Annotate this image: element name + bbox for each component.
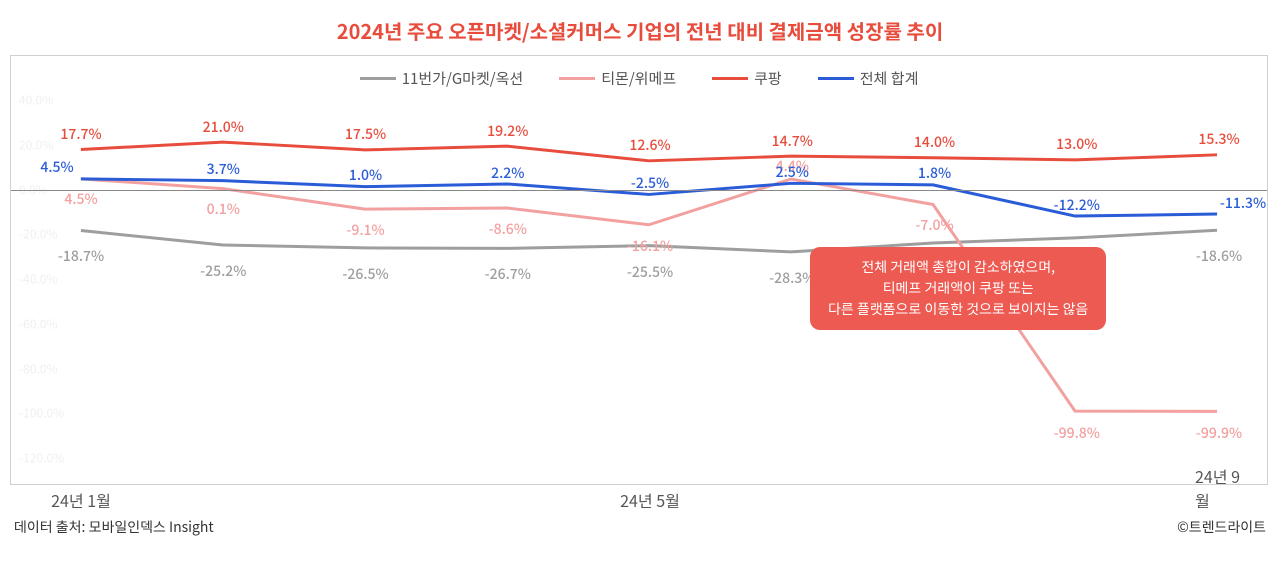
y-tick: -20.0% (19, 226, 58, 243)
chart-plot-area: 11번가/G마켓/옥션티몬/위메프쿠팡전체 합계 40.0%20.0%0.0%-… (10, 55, 1268, 485)
y-tick: -40.0% (19, 271, 58, 288)
x-tick: 24년 1월 (51, 488, 111, 512)
y-tick: 0.0% (19, 181, 47, 198)
y-tick: -80.0% (19, 360, 58, 377)
y-tick: -60.0% (19, 315, 58, 332)
chart-container: 2024년 주요 오픈마켓/소셜커머스 기업의 전년 대비 결제금액 성장률 추… (10, 10, 1270, 537)
annotation-line: 다른 플랫폼으로 이동한 것으로 보이지는 않음 (828, 299, 1088, 320)
annotation-line: 전체 거래액 총합이 감소하였으며, (828, 257, 1088, 278)
annotation-box: 전체 거래액 총합이 감소하였으며,티메프 거래액이 쿠팡 또는다른 플랫폼으로… (810, 247, 1106, 330)
y-tick: -100.0% (19, 405, 64, 422)
footer-copyright: ©트렌드라이트 (1177, 517, 1266, 537)
footer-source: 데이터 출처: 모바일인덱스 Insight (14, 517, 214, 537)
gridline-zero (11, 190, 1267, 191)
y-tick: 20.0% (19, 136, 53, 153)
x-tick: 24년 9월 (1195, 464, 1243, 512)
annotation-line: 티메프 거래액이 쿠팡 또는 (828, 278, 1088, 299)
x-tick: 24년 5월 (620, 488, 680, 512)
chart-title: 2024년 주요 오픈마켓/소셜커머스 기업의 전년 대비 결제금액 성장률 추… (10, 10, 1270, 55)
y-tick: 40.0% (19, 92, 53, 109)
y-tick: -120.0% (19, 450, 64, 467)
